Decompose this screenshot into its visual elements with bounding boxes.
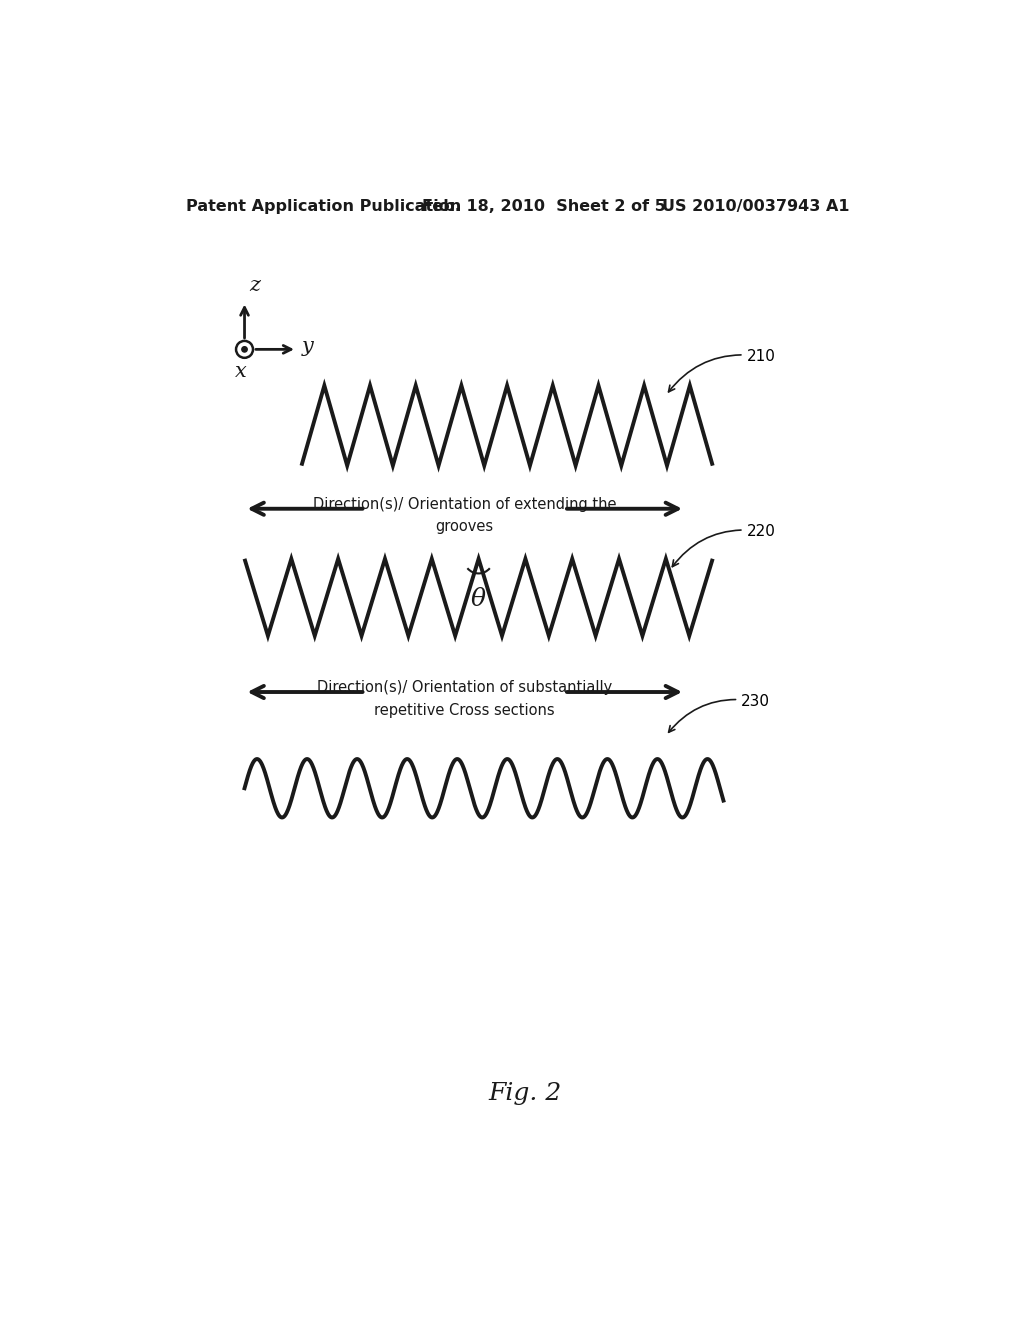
- Text: x: x: [236, 362, 247, 380]
- Text: Fig. 2: Fig. 2: [488, 1082, 561, 1105]
- Text: US 2010/0037943 A1: US 2010/0037943 A1: [662, 198, 849, 214]
- Text: 220: 220: [673, 524, 775, 566]
- Text: y: y: [302, 337, 314, 356]
- Text: Direction(s)/ Orientation of substantially
repetitive Cross sections: Direction(s)/ Orientation of substantial…: [317, 681, 612, 718]
- Text: Patent Application Publication: Patent Application Publication: [186, 198, 461, 214]
- Text: z: z: [249, 276, 260, 296]
- Circle shape: [242, 347, 247, 352]
- Text: Direction(s)/ Orientation of extending the
grooves: Direction(s)/ Orientation of extending t…: [313, 498, 616, 535]
- Text: 230: 230: [669, 694, 770, 733]
- Text: 210: 210: [669, 348, 775, 392]
- Text: Feb. 18, 2010  Sheet 2 of 5: Feb. 18, 2010 Sheet 2 of 5: [422, 198, 666, 214]
- Text: θ: θ: [471, 589, 486, 611]
